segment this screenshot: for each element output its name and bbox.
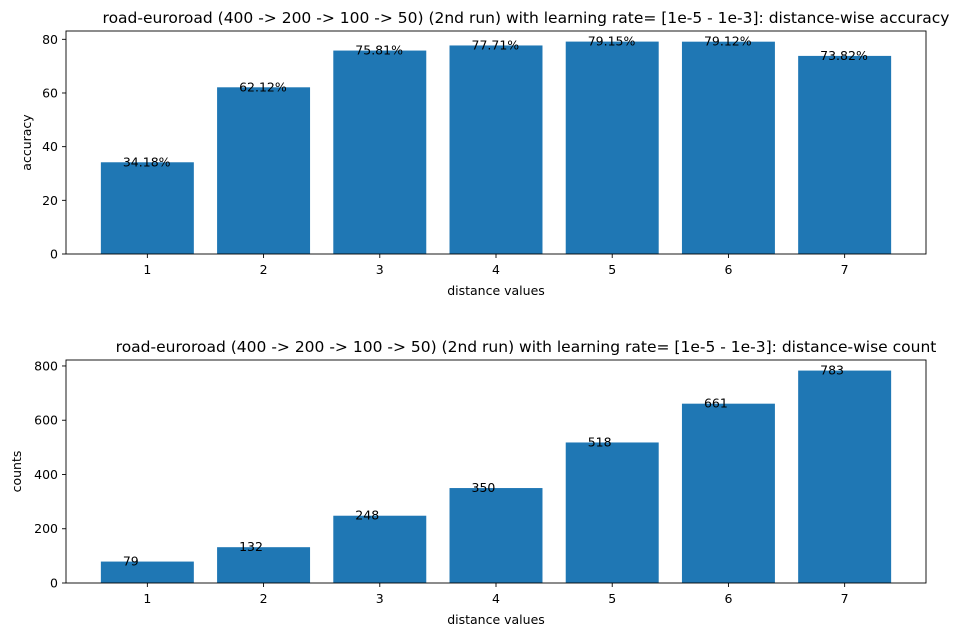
x-tick-label: 3 bbox=[376, 591, 384, 606]
x-tick-label: 1 bbox=[143, 591, 151, 606]
data-label: 79.15% bbox=[588, 34, 636, 49]
data-label: 79.12% bbox=[704, 34, 752, 49]
x-tick-label: 6 bbox=[724, 591, 732, 606]
bar-1 bbox=[100, 162, 194, 254]
y-axis-label: counts bbox=[9, 451, 24, 493]
y-tick-label: 400 bbox=[34, 467, 58, 482]
data-label: 350 bbox=[472, 480, 496, 495]
count-chart: 79 132 248 350 518 661 783 1 2 3 4 5 6 7 0 200 400 600 800… bbox=[9, 338, 936, 627]
x-tick-label: 5 bbox=[608, 262, 616, 277]
y-tick-label: 200 bbox=[34, 521, 58, 536]
y-tick-label: 40 bbox=[42, 139, 58, 154]
bar-1 bbox=[100, 561, 194, 583]
y-tick-label: 80 bbox=[42, 32, 58, 47]
bar-2 bbox=[217, 87, 311, 255]
y-tick-label: 20 bbox=[42, 193, 58, 208]
bar-3 bbox=[333, 515, 427, 583]
x-tick-label: 7 bbox=[841, 591, 849, 606]
data-label: 518 bbox=[588, 434, 612, 449]
x-tick-label: 6 bbox=[724, 262, 732, 277]
data-label: 75.81% bbox=[355, 43, 403, 58]
bar-4 bbox=[449, 488, 543, 583]
data-label: 132 bbox=[239, 539, 263, 554]
data-label: 34.18% bbox=[123, 154, 171, 169]
y-tick-label: 0 bbox=[50, 576, 58, 591]
bar-4 bbox=[449, 45, 543, 254]
y-tick-label: 60 bbox=[42, 85, 58, 100]
x-tick-label: 7 bbox=[841, 262, 849, 277]
x-tick-label: 4 bbox=[492, 262, 500, 277]
x-tick-label: 2 bbox=[260, 262, 268, 277]
y-tick-label: 800 bbox=[34, 358, 58, 373]
data-label: 62.12% bbox=[239, 79, 287, 94]
x-tick-label: 5 bbox=[608, 591, 616, 606]
data-label: 73.82% bbox=[820, 48, 868, 63]
bar-2 bbox=[217, 547, 311, 583]
x-axis-label: distance values bbox=[447, 283, 545, 298]
data-label: 77.71% bbox=[472, 37, 520, 52]
x-tick-label: 4 bbox=[492, 591, 500, 606]
chart-title: road-euroroad (400 -> 200 -> 100 -> 50) … bbox=[116, 338, 937, 356]
data-label: 783 bbox=[820, 363, 844, 378]
bar-7 bbox=[798, 55, 892, 254]
x-tick-label: 3 bbox=[376, 262, 384, 277]
bar-6 bbox=[681, 41, 775, 254]
y-tick-label: 600 bbox=[34, 413, 58, 428]
data-label: 248 bbox=[355, 508, 379, 523]
bar-5 bbox=[565, 41, 659, 254]
accuracy-chart: 34.18% 62.12% 75.81% 77.71% 79.15% 79.12% 73.8… bbox=[19, 9, 949, 298]
x-axis-label: distance values bbox=[447, 612, 545, 627]
x-tick-label: 2 bbox=[260, 591, 268, 606]
bar-6 bbox=[681, 403, 775, 583]
data-label: 661 bbox=[704, 396, 728, 411]
chart-title: road-euroroad (400 -> 200 -> 100 -> 50) … bbox=[103, 9, 950, 27]
bar-7 bbox=[798, 370, 892, 583]
data-label: 79 bbox=[123, 554, 139, 569]
bar-5 bbox=[565, 442, 659, 583]
y-axis-label: accuracy bbox=[19, 114, 34, 171]
y-tick-label: 0 bbox=[50, 247, 58, 262]
bar-3 bbox=[333, 50, 427, 254]
x-tick-label: 1 bbox=[143, 262, 151, 277]
